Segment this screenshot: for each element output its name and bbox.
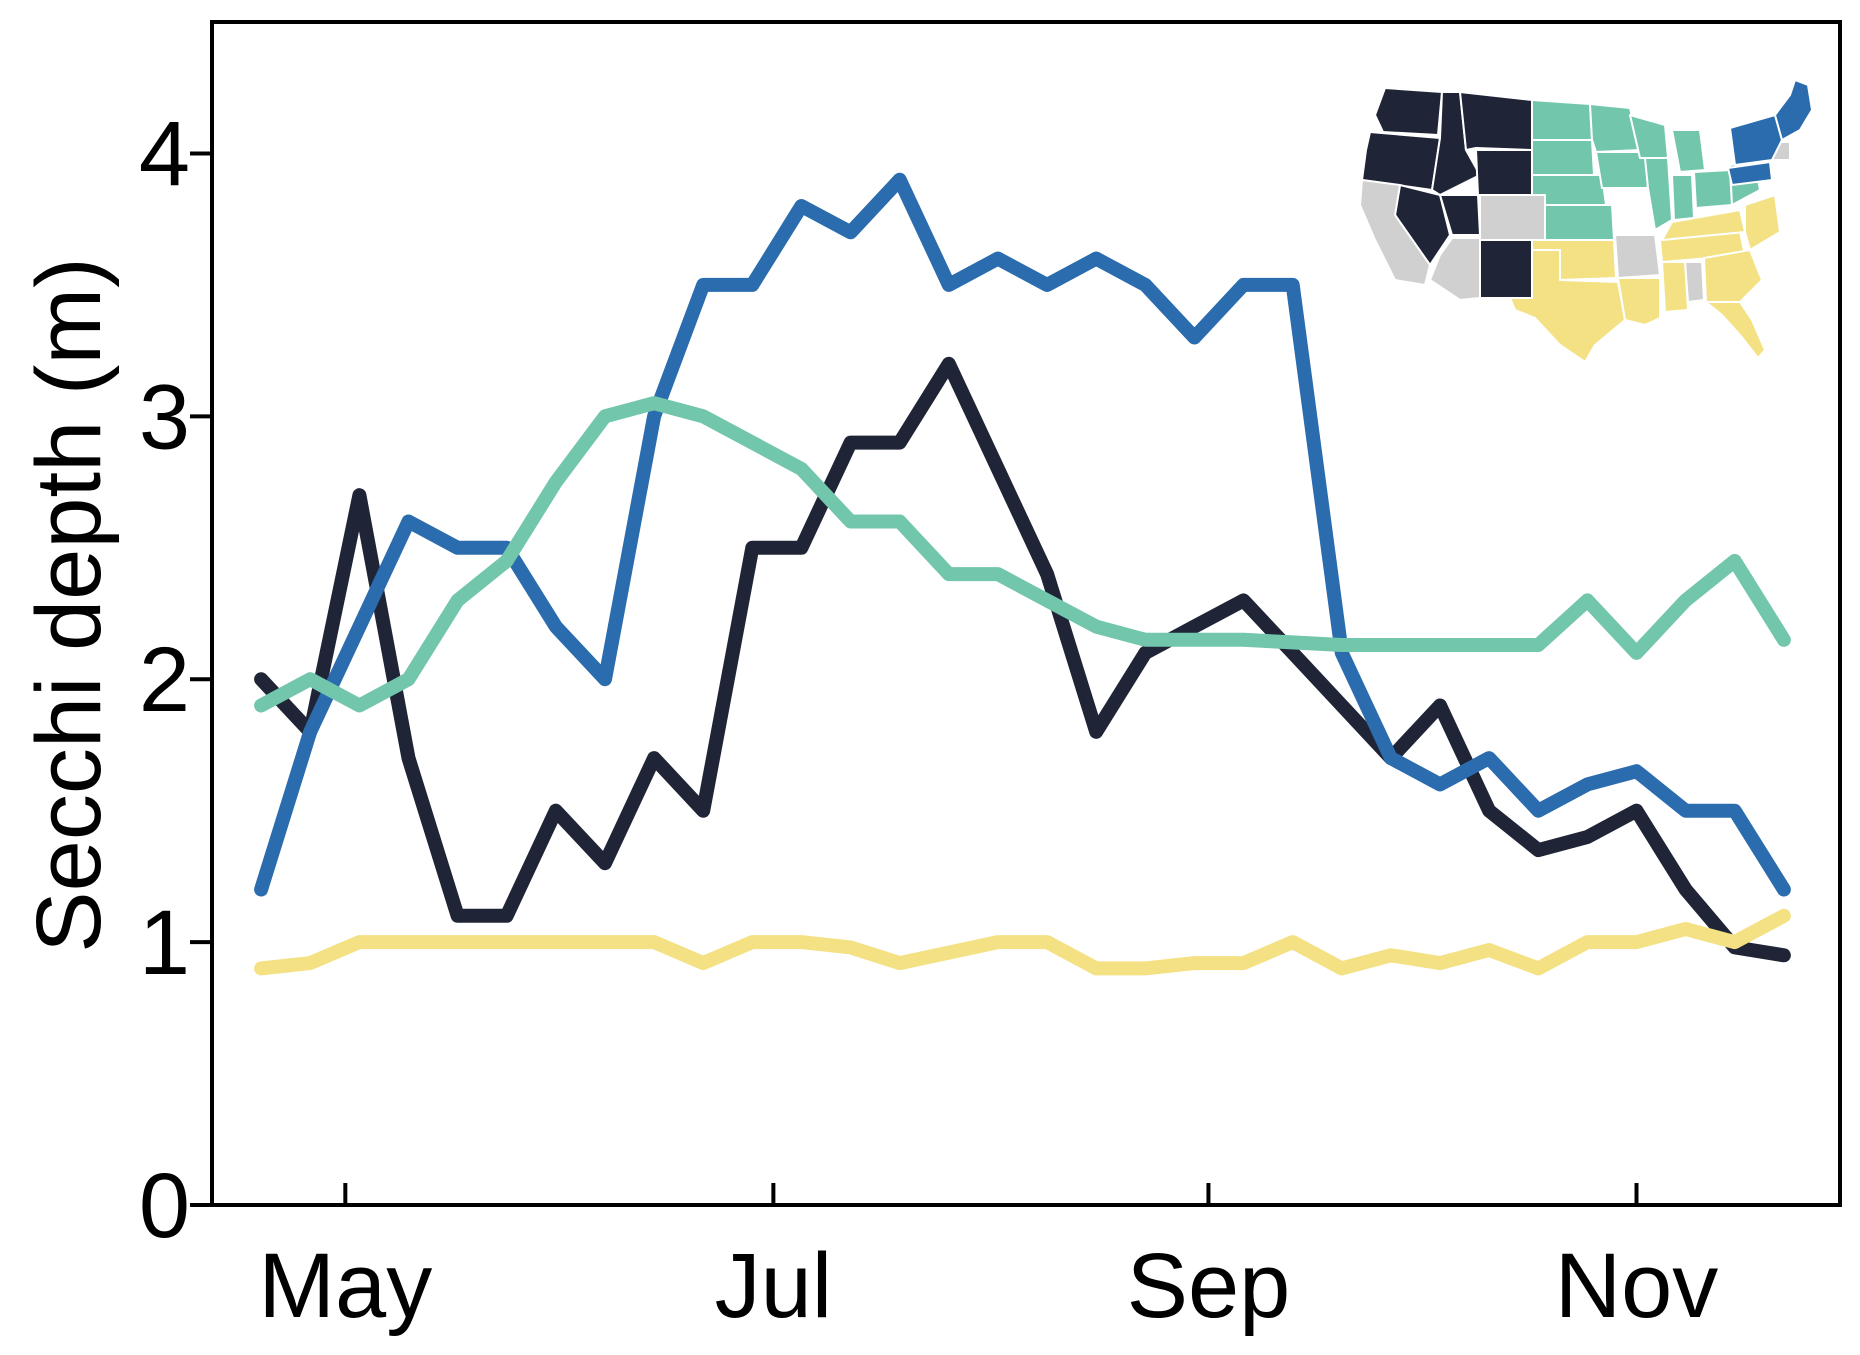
map-state-maryland-pa <box>1727 161 1773 186</box>
map-state-colorado <box>1479 194 1546 241</box>
x-axis: May Jul Sep Nov <box>258 1183 1718 1337</box>
y-tick-label: 3 <box>139 366 190 468</box>
map-state-kansas <box>1544 204 1615 241</box>
series-line-1 <box>254 356 1791 963</box>
map-state-mississippi <box>1661 261 1689 313</box>
map-state-florida <box>1705 301 1766 359</box>
map-state-nc-va <box>1744 194 1781 251</box>
y-tick-label: 2 <box>139 629 190 731</box>
map-state-michigan <box>1671 129 1706 173</box>
map-state-new-york <box>1729 114 1783 166</box>
y-tick-label: 1 <box>139 892 190 994</box>
y-tick-label: 0 <box>139 1155 190 1257</box>
x-tick-label: Jul <box>715 1235 833 1337</box>
map-state-montana <box>1459 91 1533 151</box>
map-state-indiana <box>1671 174 1695 221</box>
series-line-4 <box>254 908 1791 976</box>
series-line-3 <box>254 396 1791 713</box>
map-state-california <box>1359 179 1431 286</box>
map-state-georgia-sc <box>1703 249 1763 303</box>
y-tick-label: 4 <box>139 103 190 205</box>
map-state-illinois-mo-north <box>1644 157 1673 231</box>
map-state-arkansas-louisiana <box>1617 277 1661 326</box>
map-state-new-england <box>1774 79 1813 141</box>
us-region-map <box>1359 79 1813 363</box>
map-state-new-mexico <box>1479 239 1533 299</box>
x-tick-label: Sep <box>1127 1235 1291 1337</box>
map-state-wyoming <box>1475 149 1533 196</box>
map-state-north-dakota <box>1531 99 1593 141</box>
map-state-arizona <box>1429 237 1481 301</box>
y-axis-title: Secchi depth (m) <box>18 257 120 952</box>
series-lines <box>254 172 1791 976</box>
map-state-ohio <box>1693 169 1733 209</box>
plot-frame <box>210 20 1842 1207</box>
x-tick-label: Nov <box>1555 1235 1719 1337</box>
map-state-washington <box>1374 87 1443 136</box>
y-axis: 0 1 2 3 4 <box>139 103 212 1257</box>
map-state-kentucky-south <box>1661 209 1746 241</box>
map-state-south-dakota <box>1531 139 1595 176</box>
x-tick-label: May <box>258 1235 432 1337</box>
map-state-missouri <box>1614 234 1661 279</box>
